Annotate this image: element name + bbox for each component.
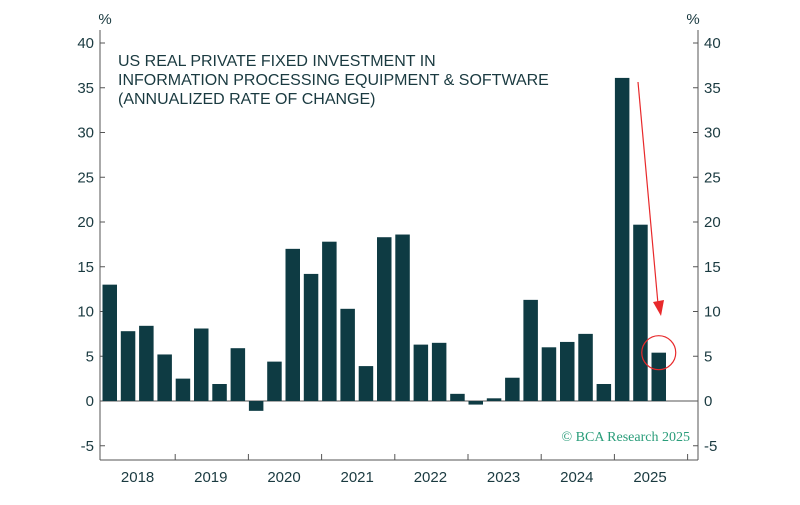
y-tick-label-left: 40 [77, 35, 94, 52]
y-tick-label-left: 35 [77, 80, 94, 97]
y-tick-label-right: 40 [704, 35, 721, 52]
bar [523, 299, 538, 401]
y-unit-left: % [98, 11, 111, 28]
bar [285, 248, 300, 401]
bar [560, 341, 575, 401]
x-tick-label: 2022 [414, 469, 447, 486]
y-tick-label-left: 30 [77, 125, 94, 142]
bar [596, 383, 612, 401]
y-tick-label-right: 10 [704, 304, 721, 321]
y-tick-label-right: 5 [704, 348, 712, 365]
bar [450, 393, 465, 401]
chart-title-line-2: INFORMATION PROCESSING EQUIPMENT & SOFTW… [118, 72, 549, 89]
bar [157, 354, 172, 401]
y-tick-label-left: 5 [86, 348, 94, 365]
x-tick-label: 2023 [487, 469, 520, 486]
y-tick-label-right: 15 [704, 259, 721, 276]
chart-title-line-3: (ANNUALIZED RATE OF CHANGE) [118, 91, 376, 108]
bar [248, 401, 264, 411]
bar-series [102, 77, 666, 411]
bar [139, 325, 154, 401]
credit-text: © BCA Research 2025 [562, 430, 690, 445]
bar [505, 377, 520, 401]
y-tick-label-right: 25 [704, 169, 721, 186]
bar [358, 366, 374, 401]
x-tick-label: 2020 [267, 469, 300, 486]
y-tick-label-left: 20 [77, 214, 94, 231]
trend-arrow-head [653, 300, 664, 316]
bar [212, 383, 227, 401]
bar [486, 398, 502, 401]
y-tick-label-right: 0 [704, 393, 712, 410]
y-tick-label-left: 10 [77, 304, 94, 321]
bar [102, 284, 117, 401]
x-tick-label: 2025 [633, 469, 666, 486]
y-tick-label-left: 25 [77, 169, 94, 186]
bar [267, 361, 282, 401]
bar [322, 241, 337, 401]
bar [651, 352, 666, 401]
bar [194, 328, 209, 401]
x-tick-label: 2018 [121, 469, 154, 486]
trend-arrow-shaft [637, 81, 659, 305]
bar [578, 333, 593, 401]
bar [120, 331, 136, 401]
y-tick-label-left: 15 [77, 259, 94, 276]
y-unit-right: % [686, 11, 699, 28]
bar [230, 348, 246, 401]
bar [377, 237, 392, 401]
chart-title-line-1: US REAL PRIVATE FIXED INVESTMENT IN [118, 53, 436, 70]
y-tick-label-left: -5 [81, 438, 94, 455]
bar [633, 224, 648, 401]
y-tick-label-right: 30 [704, 125, 721, 142]
bar [431, 342, 447, 401]
bar [468, 401, 483, 405]
bar [395, 234, 410, 401]
x-tick-label: 2019 [194, 469, 227, 486]
chart-title: US REAL PRIVATE FIXED INVESTMENT IN INFO… [118, 53, 549, 108]
y-tick-label-right: 35 [704, 80, 721, 97]
x-tick-label: 2024 [560, 469, 593, 486]
x-tick-label: 2021 [341, 469, 374, 486]
bar [413, 344, 429, 401]
bar [303, 273, 319, 401]
bar [541, 347, 557, 401]
y-tick-label-right: -5 [704, 438, 717, 455]
bar [175, 378, 191, 401]
bar [614, 77, 630, 401]
y-tick-label-left: 0 [86, 393, 94, 410]
highlight-circle [641, 335, 677, 371]
y-tick-label-right: 20 [704, 214, 721, 231]
bar [340, 308, 355, 401]
